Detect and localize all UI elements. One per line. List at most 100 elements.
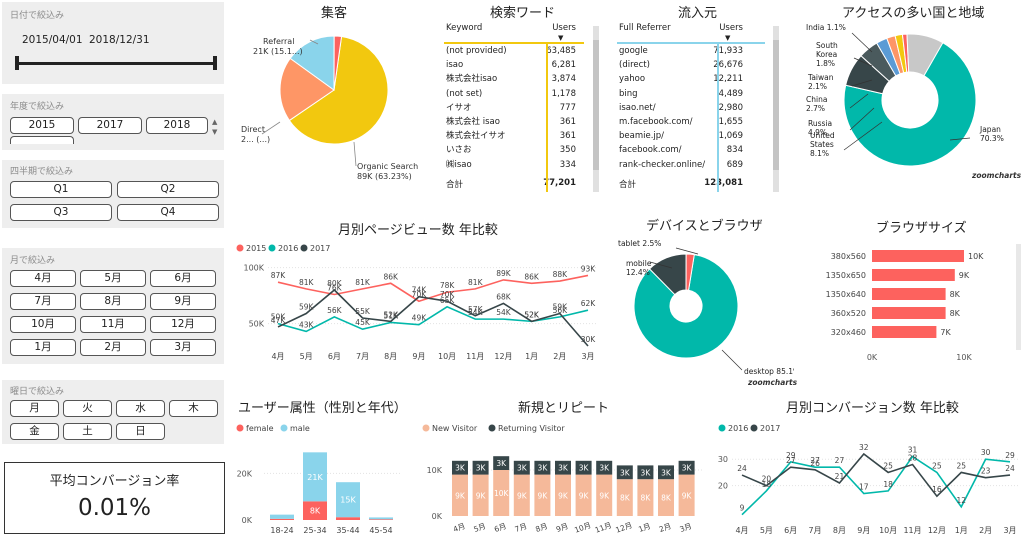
weekday-option-1[interactable]: 月 bbox=[10, 400, 59, 417]
weekday-option-5[interactable]: 金 bbox=[10, 423, 59, 440]
data-label: 45K bbox=[355, 318, 371, 327]
referrers-cell-name: bing bbox=[619, 88, 638, 99]
month-option-2[interactable]: 5月 bbox=[80, 270, 146, 287]
keywords-row[interactable]: (not provided) 63,485 bbox=[444, 44, 584, 58]
sort-desc-icon[interactable]: ▼ bbox=[725, 34, 731, 42]
keywords-row[interactable]: 株式会社イサオ 361 bbox=[444, 129, 584, 143]
keywords-row[interactable]: 株式会社isao 3,874 bbox=[444, 72, 584, 86]
x-tick-label: 12月 bbox=[494, 352, 512, 361]
legend-marker-female bbox=[236, 424, 244, 432]
month-option-11[interactable]: 2月 bbox=[80, 339, 146, 356]
bar-new bbox=[575, 474, 592, 516]
referrers-column-line bbox=[717, 44, 719, 192]
keywords-col-users[interactable]: Users bbox=[552, 23, 576, 33]
keywords-row[interactable]: いさお 350 bbox=[444, 143, 584, 157]
quarter-option-q1[interactable]: Q1 bbox=[10, 181, 112, 198]
date-slider-start-handle[interactable] bbox=[15, 56, 19, 70]
keywords-row[interactable]: (not set) 1,178 bbox=[444, 87, 584, 101]
weekday-option-7[interactable]: 日 bbox=[116, 423, 165, 440]
weekday-option-3[interactable]: 水 bbox=[116, 400, 165, 417]
month-option-6[interactable]: 9月 bbox=[150, 293, 216, 310]
referrers-cell-users: 12,211 bbox=[713, 74, 743, 85]
keywords-row[interactable]: isao 6,281 bbox=[444, 58, 584, 72]
x-tick-label: 6月 bbox=[493, 521, 508, 534]
month-option-4[interactable]: 7月 bbox=[10, 293, 76, 310]
referrers-row[interactable]: bing 4,489 bbox=[617, 87, 765, 101]
device-label-line: 12.4% bbox=[626, 268, 650, 277]
date-slider-end-handle[interactable] bbox=[213, 56, 217, 70]
x-tick-label: 7月 bbox=[809, 526, 822, 535]
date-end-input[interactable]: 2018/12/31 bbox=[89, 34, 150, 46]
keywords-cell-users: 334 bbox=[559, 159, 576, 170]
year-option-partial[interactable] bbox=[10, 136, 74, 144]
referrers-col-referrer[interactable]: Full Referrer bbox=[619, 23, 671, 33]
x-tick-label: 35-44 bbox=[336, 526, 359, 535]
referrers-row[interactable]: yahoo 12,211 bbox=[617, 72, 765, 86]
referrers-cell-users: 689 bbox=[726, 159, 743, 170]
referrers-row[interactable]: isao.net/2,980 bbox=[617, 101, 765, 115]
bar-new bbox=[637, 479, 654, 516]
bar-data-label: 8K bbox=[950, 290, 961, 299]
direct-label: Direct 2... (...) bbox=[241, 125, 270, 145]
month-option-8[interactable]: 11月 bbox=[80, 316, 146, 333]
referrers-row[interactable]: google 71,933 bbox=[617, 44, 765, 58]
data-label: 23 bbox=[981, 467, 991, 476]
referrers-scroll-thumb[interactable] bbox=[773, 40, 779, 170]
referrers-row[interactable]: facebook.com/834 bbox=[617, 143, 765, 157]
year-option-2015[interactable]: 2015 bbox=[10, 117, 74, 134]
keywords-row[interactable]: イサオ 777 bbox=[444, 101, 584, 115]
quarter-option-q4[interactable]: Q4 bbox=[117, 204, 219, 221]
referrers-row[interactable]: rank-checker.online/689 bbox=[617, 158, 765, 172]
referrers-col-users[interactable]: Users bbox=[719, 23, 743, 33]
quarter-option-q2[interactable]: Q2 bbox=[117, 181, 219, 198]
newrepeat-bar-chart: New Visitor Returning Visitor 10K 0K 9K 3K 4月 9… bbox=[422, 424, 704, 535]
keywords-cell-name: 株式会社isao bbox=[446, 74, 498, 85]
y-tick-label: 10K bbox=[427, 466, 443, 475]
bar-data-label: 9K bbox=[579, 491, 590, 500]
referral-leader-line bbox=[309, 39, 319, 45]
sort-desc-icon[interactable]: ▼ bbox=[558, 34, 564, 42]
weekday-option-4[interactable]: 木 bbox=[169, 400, 218, 417]
month-option-7[interactable]: 10月 bbox=[10, 316, 76, 333]
month-option-10[interactable]: 1月 bbox=[10, 339, 76, 356]
year-option-2017[interactable]: 2017 bbox=[78, 117, 142, 134]
x-tick-label: 5月 bbox=[300, 352, 313, 361]
year-option-2018[interactable]: 2018 bbox=[146, 117, 208, 134]
month-option-3[interactable]: 6月 bbox=[150, 270, 216, 287]
bar-category-label: 380x560 bbox=[831, 252, 866, 261]
referrers-cell-users: 4,489 bbox=[718, 88, 743, 99]
month-option-5[interactable]: 8月 bbox=[80, 293, 146, 310]
referrers-cell-users: 71,933 bbox=[713, 46, 743, 56]
x-tick-label: 3月 bbox=[678, 521, 693, 534]
data-label: 30K bbox=[581, 335, 597, 344]
date-slider-track[interactable] bbox=[16, 62, 216, 65]
referrers-row[interactable]: m.facebook.com/1,655 bbox=[617, 115, 765, 129]
bar-data-label: 3K bbox=[455, 464, 466, 473]
data-label: 70K bbox=[412, 290, 428, 299]
keywords-row[interactable]: ㈱isao 334 bbox=[444, 158, 584, 172]
x-tick-label: 2月 bbox=[553, 352, 566, 361]
keywords-row[interactable]: 株式会社 isao 361 bbox=[444, 115, 584, 129]
referrers-cell-users: 2,980 bbox=[718, 102, 743, 113]
weekday-option-2[interactable]: 火 bbox=[63, 400, 112, 417]
month-option-9[interactable]: 12月 bbox=[150, 316, 216, 333]
referrers-row[interactable]: (direct) 26,676 bbox=[617, 58, 765, 72]
bar-returning bbox=[555, 460, 571, 475]
month-option-12[interactable]: 3月 bbox=[150, 339, 216, 356]
data-label: 32 bbox=[859, 443, 869, 452]
keywords-cell-name: 株式会社イサオ bbox=[446, 131, 506, 142]
weekday-option-6[interactable]: 土 bbox=[63, 423, 112, 440]
quarter-option-q3[interactable]: Q3 bbox=[10, 204, 112, 221]
date-start-input[interactable]: 2015/04/01 bbox=[22, 34, 83, 46]
scroll-down-icon[interactable]: ▼ bbox=[212, 128, 218, 136]
keywords-scroll-thumb[interactable] bbox=[593, 40, 599, 170]
x-tick-label: 1月 bbox=[637, 521, 652, 534]
month-option-1[interactable]: 4月 bbox=[10, 270, 76, 287]
referrers-row[interactable]: beamie.jp/1,069 bbox=[617, 129, 765, 143]
scroll-up-icon[interactable]: ▲ bbox=[212, 118, 218, 126]
bar bbox=[872, 250, 964, 262]
demographics-bar-chart: female male 20K 0K 18-24 8K 21K 25-34 15K 35-44 45… bbox=[236, 424, 402, 535]
bar-male bbox=[336, 482, 360, 518]
devices-zoomcharts-logo: zoomcharts bbox=[748, 378, 798, 387]
keywords-col-keyword[interactable]: Keyword bbox=[446, 23, 483, 33]
